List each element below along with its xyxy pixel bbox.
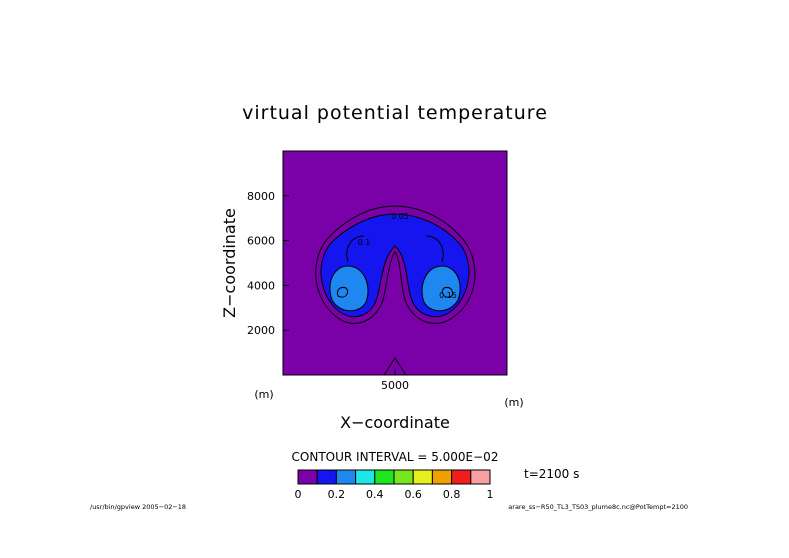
colorbar-swatch — [412, 469, 433, 485]
colorbar-labels: 0 0.2 0.4 0.6 0.8 1 — [295, 488, 494, 501]
y-axis-label: Z−coordinate — [220, 208, 239, 318]
x-axis-label: X−coordinate — [340, 413, 450, 432]
contour-label: 0.15 — [439, 291, 457, 300]
contour-interval: CONTOUR INTERVAL = 5.000E−02 — [292, 450, 499, 464]
y-tick-label: 8000 — [247, 190, 275, 203]
colorbar — [297, 469, 491, 485]
colorbar-swatch — [470, 469, 491, 485]
colorbar-tick-label: 0.8 — [443, 488, 461, 501]
footer-right: arare_ss−R50_TL3_TS03_plume8c.nc@PotTemp… — [508, 503, 688, 511]
contour-label: 0.1 — [358, 238, 371, 247]
colorbar-tick-label: 0.6 — [404, 488, 422, 501]
colorbar-tick-label: 1 — [487, 488, 494, 501]
colorbar-swatch — [355, 469, 376, 485]
y-axis: 2000 4000 6000 8000 — [247, 190, 289, 337]
plume-inner-contour-left — [337, 287, 349, 298]
chart-title: virtual potential temperature — [242, 102, 548, 124]
colorbar-swatch — [374, 469, 395, 485]
colorbar-tick-label: 0.2 — [328, 488, 346, 501]
plume-contour-outer — [315, 205, 476, 324]
contour-label: 0.05 — [391, 212, 409, 221]
colorbar-swatch — [451, 469, 472, 485]
plume-inner-contour-right — [441, 287, 453, 298]
colorbar-swatch — [393, 469, 414, 485]
colorbar-swatch — [335, 469, 357, 485]
x-tick-label: 5000 — [381, 379, 409, 392]
y-tick-label: 4000 — [247, 279, 275, 292]
y-tick-label: 2000 — [247, 324, 275, 337]
background-field — [282, 150, 508, 376]
bottom-source-contour — [383, 357, 407, 376]
time-label: t=2100 s — [524, 467, 579, 481]
x-axis: 5000 — [381, 369, 409, 392]
colorbar-tick-label: 0 — [295, 488, 302, 501]
footer-left: /usr/bin/gpview 2005−02−18 — [90, 503, 186, 511]
y-unit: (m) — [254, 388, 273, 401]
plume-core-left — [329, 265, 369, 312]
colorbar-swatch — [431, 469, 453, 485]
colorbar-tick-label: 0.4 — [366, 488, 384, 501]
colorbar-swatch — [316, 469, 337, 485]
x-unit: (m) — [504, 396, 523, 409]
y-tick-label: 6000 — [247, 235, 275, 248]
plume-core-right — [421, 265, 461, 312]
colorbar-swatch — [297, 469, 318, 485]
plot-area: 0.05 0.1 0.15 — [282, 150, 508, 376]
plume-top-contour — [346, 235, 444, 263]
